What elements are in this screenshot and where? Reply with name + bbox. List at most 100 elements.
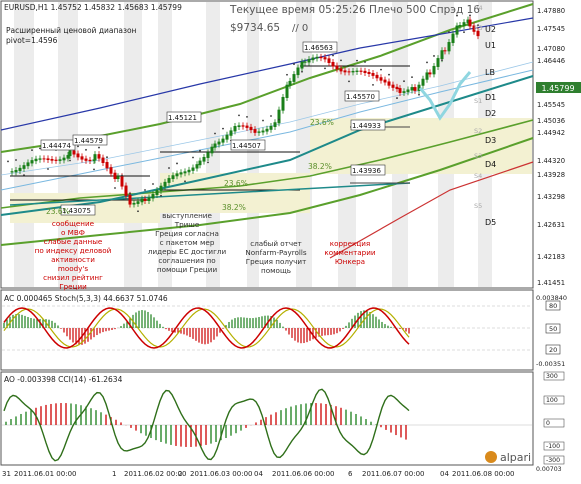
candle-body bbox=[183, 171, 187, 174]
candle-body bbox=[402, 91, 406, 93]
parabolic-dot bbox=[23, 174, 25, 177]
candle-body bbox=[292, 74, 296, 82]
candle-body bbox=[191, 167, 195, 171]
leverage-mark: // 0 bbox=[292, 23, 308, 34]
candle-body bbox=[323, 57, 327, 60]
candle-body bbox=[245, 125, 249, 128]
candle-body bbox=[331, 61, 335, 67]
price-callout-box bbox=[344, 90, 380, 102]
stoch-level-box bbox=[545, 300, 561, 311]
candle-body bbox=[410, 87, 414, 91]
candle-body bbox=[22, 165, 26, 169]
annotation-line: Трише bbox=[174, 220, 200, 229]
candle-body bbox=[285, 84, 289, 98]
candle-body bbox=[93, 154, 97, 161]
annotation-line: Nonfarm-Payrolls bbox=[245, 248, 307, 257]
price-tick: 1.42631 bbox=[537, 221, 565, 229]
price-callout-box bbox=[350, 164, 386, 176]
parabolic-dot bbox=[270, 115, 272, 117]
candle-body bbox=[30, 160, 34, 164]
candle-body bbox=[428, 72, 432, 75]
candle-body bbox=[101, 157, 105, 164]
candle-body bbox=[249, 126, 253, 131]
price-callout-text: 1.45121 bbox=[168, 114, 197, 122]
parabolic-dot bbox=[286, 73, 288, 76]
candle-body bbox=[195, 164, 199, 169]
candle-body bbox=[66, 155, 70, 159]
cci-level-text: -300 bbox=[546, 457, 560, 464]
candle-body bbox=[128, 194, 132, 205]
candle-body bbox=[179, 172, 183, 175]
time-tick: 04 bbox=[254, 470, 263, 478]
fib-label: 23.6% bbox=[46, 207, 70, 216]
candle-body bbox=[458, 25, 462, 27]
candle-body bbox=[319, 56, 323, 59]
pivot-label-r4: R4 bbox=[474, 4, 483, 12]
parabolic-dot bbox=[364, 61, 366, 63]
stoch-level-box bbox=[545, 344, 561, 355]
fib-percent-labels: 23.6% 23.6% 38.2% 23.6% 38.2% bbox=[46, 118, 334, 216]
cci-level-box bbox=[543, 455, 565, 465]
candle-body bbox=[221, 138, 225, 143]
pivot-label-d4: D4 bbox=[485, 160, 496, 169]
price-callout-text: 1.44579 bbox=[74, 137, 103, 145]
pivot-label-d2: D2 bbox=[485, 109, 496, 118]
parabolic-dot bbox=[7, 160, 9, 163]
fib-zone-upper bbox=[310, 118, 532, 174]
parabolic-dot bbox=[144, 189, 146, 191]
candle-body bbox=[10, 171, 14, 173]
candle-body bbox=[466, 19, 470, 24]
price-axis: 1.47880 1.47545 1.47080 1.46446 1.45545 1.450… bbox=[537, 7, 565, 287]
ao-cci-panel[interactable] bbox=[0, 371, 534, 466]
ao-axis-tick: 0.00703 bbox=[536, 466, 562, 473]
annotation-line: moody's bbox=[58, 264, 89, 273]
ac-stoch-panel[interactable] bbox=[0, 289, 534, 371]
price-callout-box bbox=[60, 204, 96, 216]
candle-body bbox=[88, 159, 92, 162]
parabolic-dot bbox=[463, 31, 465, 34]
candle-body bbox=[269, 125, 273, 130]
candle-body bbox=[116, 176, 120, 180]
ao-header: AO -0.003398 CCI(14) -61.2634 bbox=[4, 375, 123, 384]
fib-label: 23.6% bbox=[310, 118, 334, 127]
candle-body bbox=[327, 58, 331, 63]
candle-body bbox=[237, 125, 241, 128]
candle-body bbox=[472, 25, 476, 32]
price-tick: 1.43928 bbox=[537, 171, 565, 179]
cci-line bbox=[3, 388, 410, 462]
parabolic-dot bbox=[137, 210, 139, 213]
candle-body bbox=[359, 70, 363, 72]
pivot-label-r3: R3 bbox=[474, 24, 483, 32]
fib-label: 38.2% bbox=[308, 162, 332, 171]
candle-body bbox=[38, 158, 42, 160]
candle-body bbox=[398, 88, 402, 93]
annotation-line: слабый отчет bbox=[250, 239, 301, 248]
parabolic-dot bbox=[77, 145, 79, 148]
time-tick: 2011.06.03 00:00 bbox=[190, 470, 252, 478]
pivot-label-s1: S1 bbox=[474, 97, 482, 105]
cci-level-text: 100 bbox=[546, 397, 558, 404]
annotation-line: с пакетом мер bbox=[160, 238, 215, 247]
annotation-line: выступление bbox=[162, 211, 212, 220]
candle-body bbox=[42, 158, 46, 160]
candle-body bbox=[54, 159, 58, 161]
parabolic-dot bbox=[278, 118, 280, 121]
annotation-line: активности bbox=[51, 255, 95, 264]
candle-body bbox=[395, 86, 399, 90]
price-tick: 1.44942 bbox=[537, 129, 565, 137]
price-tick: 1.45036 bbox=[537, 117, 565, 125]
parabolic-dot bbox=[176, 162, 178, 165]
candle-body bbox=[303, 61, 307, 63]
time-tick: 31 bbox=[2, 470, 11, 478]
candle-body bbox=[72, 150, 76, 155]
candle-body bbox=[163, 181, 167, 187]
candle-body bbox=[26, 162, 30, 167]
pivot-label-d5: D5 bbox=[485, 218, 496, 227]
candle-body bbox=[281, 96, 285, 111]
candle-body bbox=[367, 72, 371, 74]
price-tick: 1.47545 bbox=[537, 25, 565, 33]
candle-body bbox=[383, 79, 387, 83]
candle-body bbox=[432, 65, 436, 75]
price-callout-text: 1.43075 bbox=[62, 207, 91, 215]
